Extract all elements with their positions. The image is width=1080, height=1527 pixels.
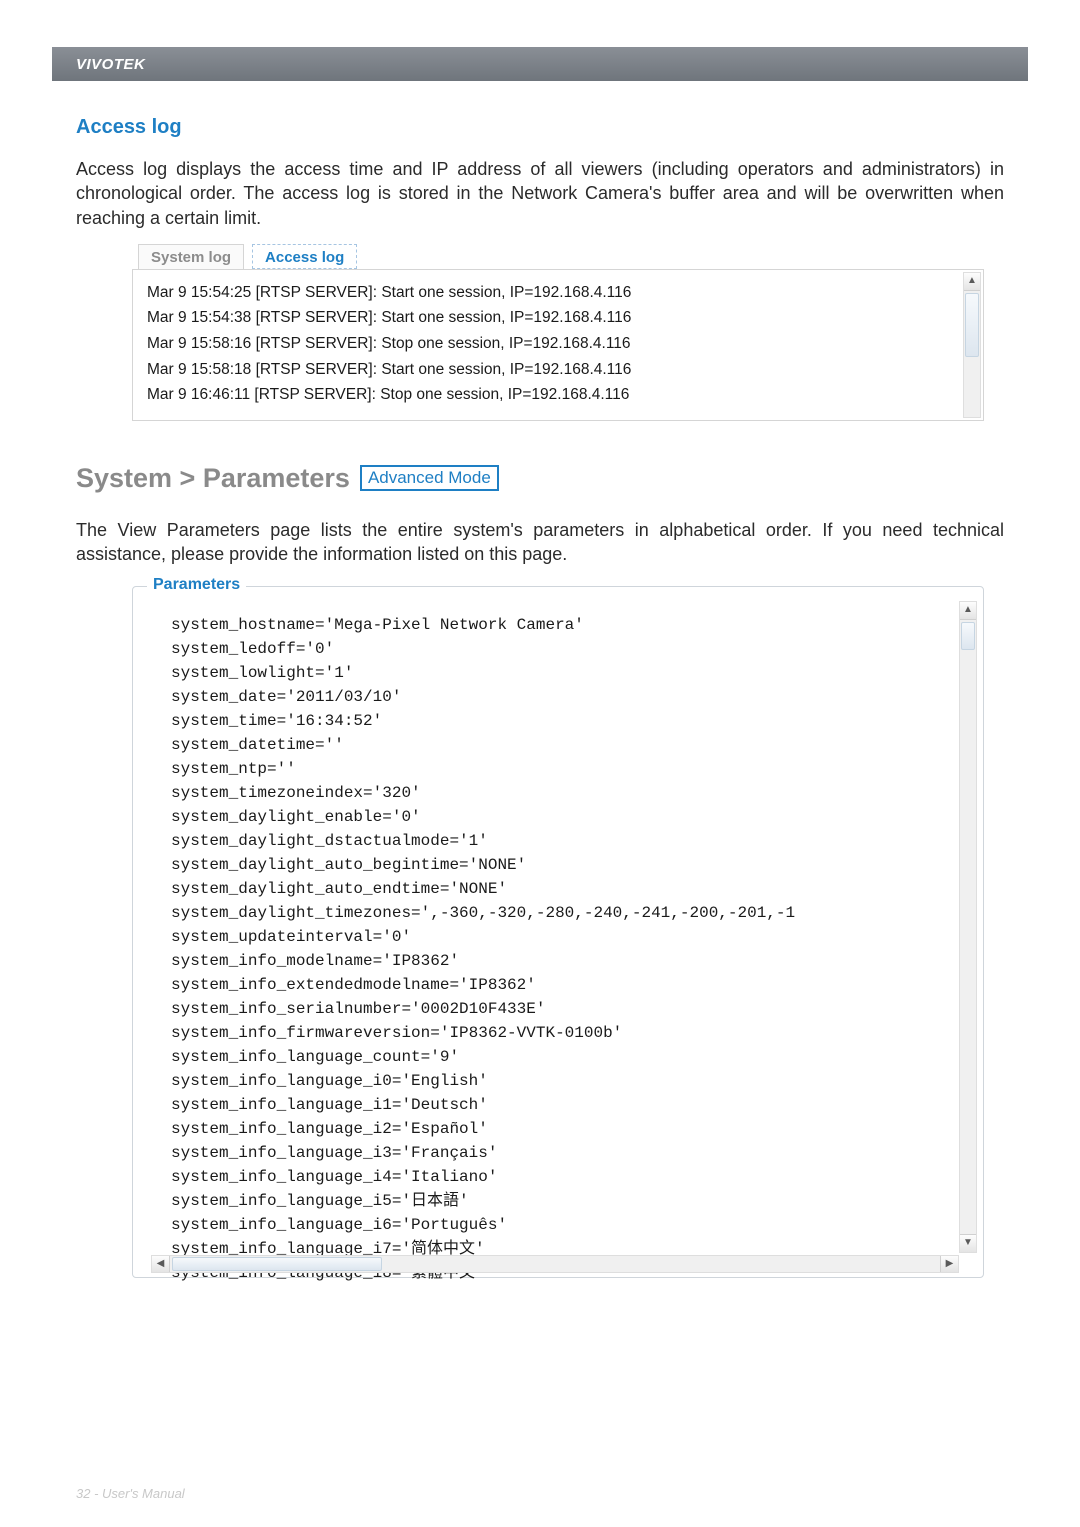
scroll-left-icon[interactable]: ◀ <box>152 1256 170 1272</box>
top-header-bar: VIVOTEK <box>52 47 1028 81</box>
scroll-up-icon[interactable]: ▲ <box>960 602 976 620</box>
access-log-title: Access log <box>76 116 1004 139</box>
access-log-intro: Access log displays the access time and … <box>76 157 1004 230</box>
access-log-box: Mar 9 15:54:25 [RTSP SERVER]: Start one … <box>132 269 984 421</box>
scroll-up-icon[interactable]: ▲ <box>964 273 980 291</box>
scroll-right-icon[interactable]: ▶ <box>940 1256 958 1272</box>
params-vertical-scrollbar[interactable]: ▲ ▼ <box>959 601 977 1253</box>
brand-label: VIVOTEK <box>76 56 145 73</box>
tab-access-log-label: Access log <box>265 249 344 266</box>
log-tabs: System log Access log <box>138 244 1004 269</box>
content-area: Access log Access log displays the acces… <box>76 116 1004 1278</box>
parameters-intro: The View Parameters page lists the entir… <box>76 518 1004 567</box>
scroll-thumb[interactable] <box>965 293 979 357</box>
page: VIVOTEK Access log Access log displays t… <box>0 0 1080 1527</box>
scroll-down-icon[interactable]: ▼ <box>960 1234 976 1252</box>
log-entry: Mar 9 15:54:38 [RTSP SERVER]: Start one … <box>147 305 969 331</box>
advanced-mode-badge: Advanced Mode <box>360 465 499 491</box>
parameters-text: system_hostname='Mega-Pixel Network Came… <box>151 601 977 1291</box>
log-entry: Mar 9 15:58:18 [RTSP SERVER]: Start one … <box>147 357 969 383</box>
tab-access-log[interactable]: Access log <box>252 244 357 269</box>
log-vertical-scrollbar[interactable]: ▲ <box>963 272 981 418</box>
log-entry: Mar 9 16:46:11 [RTSP SERVER]: Stop one s… <box>147 382 969 408</box>
parameters-heading-row: System > Parameters Advanced Mode <box>76 463 1004 494</box>
parameters-legend: Parameters <box>147 576 246 594</box>
parameters-heading: System > Parameters <box>76 463 350 494</box>
tab-system-log-label: System log <box>151 249 231 266</box>
scroll-thumb[interactable] <box>961 622 975 650</box>
parameters-scroll-area: system_hostname='Mega-Pixel Network Came… <box>151 601 977 1273</box>
scroll-thumb[interactable] <box>172 1257 382 1271</box>
params-horizontal-scrollbar[interactable]: ◀ ▶ <box>151 1255 959 1273</box>
log-entry: Mar 9 15:54:25 [RTSP SERVER]: Start one … <box>147 280 969 306</box>
tab-system-log[interactable]: System log <box>138 244 244 269</box>
log-entry: Mar 9 15:58:16 [RTSP SERVER]: Stop one s… <box>147 331 969 357</box>
parameters-fieldset: Parameters system_hostname='Mega-Pixel N… <box>132 586 984 1278</box>
page-footer: 32 - User's Manual <box>76 1486 185 1501</box>
